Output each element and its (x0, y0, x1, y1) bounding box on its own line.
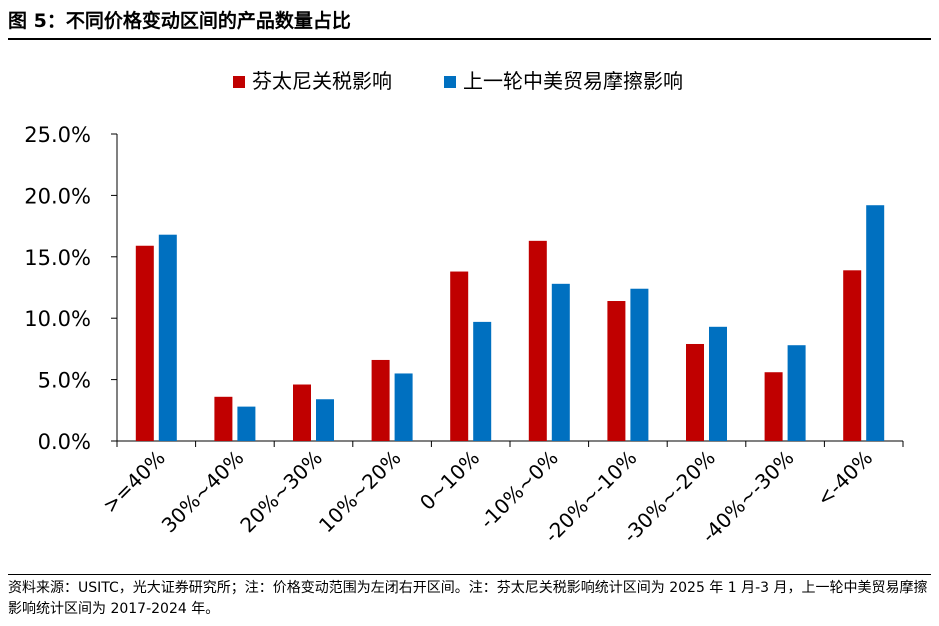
x-tick-label: 30%~40% (157, 446, 249, 538)
bar-series-1 (450, 271, 469, 441)
x-tick-label: 0~10% (415, 446, 484, 515)
bar-series-2 (787, 345, 806, 441)
bar-series-2 (709, 326, 727, 441)
chart: 芬太尼关税影响 上一轮中美贸易摩擦影响 0.0% 5.0% 10.0% 15.0% 20.… (24, 69, 904, 547)
source-note: 资料来源：USITC，光大证券研究所；注：价格变动范围为左闭右开区间。注：芬太尼… (8, 580, 928, 617)
legend-swatch (444, 76, 456, 88)
legend-swatch (233, 76, 245, 88)
bar-series-1 (607, 301, 626, 441)
y-tick-label: 15.0% (24, 246, 91, 270)
y-axis: 0.0% 5.0% 10.0% 15.0% 20.0% 25.0% (24, 123, 118, 454)
bar-series-1 (686, 343, 704, 441)
x-tick-label: >=40% (98, 446, 170, 518)
bar-series-1 (843, 270, 862, 441)
title-rule (8, 38, 931, 40)
bar-series-2 (158, 234, 177, 441)
bar-series-1 (528, 240, 547, 441)
legend-label: 芬太尼关税影响 (252, 69, 392, 93)
bar-series-2 (316, 399, 334, 441)
bar-series-2 (237, 406, 256, 441)
bars (135, 205, 885, 441)
x-tick-label: 10%~20% (314, 446, 406, 538)
x-tick-label: <-40% (812, 446, 877, 511)
y-tick-label: 20.0% (24, 184, 91, 208)
y-tick-label: 10.0% (24, 307, 91, 331)
bar-series-1 (135, 245, 154, 441)
bar-series-1 (214, 396, 233, 441)
bar-series-2 (473, 321, 492, 441)
bar-series-1 (371, 359, 390, 441)
y-tick-label: 25.0% (24, 123, 91, 147)
figure-title: 图 5：不同价格变动区间的产品数量占比 (8, 10, 351, 32)
y-tick-label: 5.0% (38, 369, 91, 393)
bar-series-2 (630, 288, 649, 441)
bar-series-1 (764, 372, 783, 441)
bar-series-2 (866, 205, 885, 441)
legend: 芬太尼关税影响 上一轮中美贸易摩擦影响 (233, 69, 683, 93)
source-rule (8, 574, 931, 575)
x-axis: >=40%30%~40%20%~30%10%~20% 0~10%-10%~0%-2… (98, 440, 904, 547)
bar-series-2 (551, 283, 570, 441)
bar-series-1 (293, 384, 311, 441)
x-tick-label: 20%~30% (235, 446, 327, 538)
legend-label: 上一轮中美贸易摩擦影响 (463, 69, 683, 93)
y-tick-label: 0.0% (38, 430, 91, 454)
bar-series-2 (394, 373, 413, 441)
